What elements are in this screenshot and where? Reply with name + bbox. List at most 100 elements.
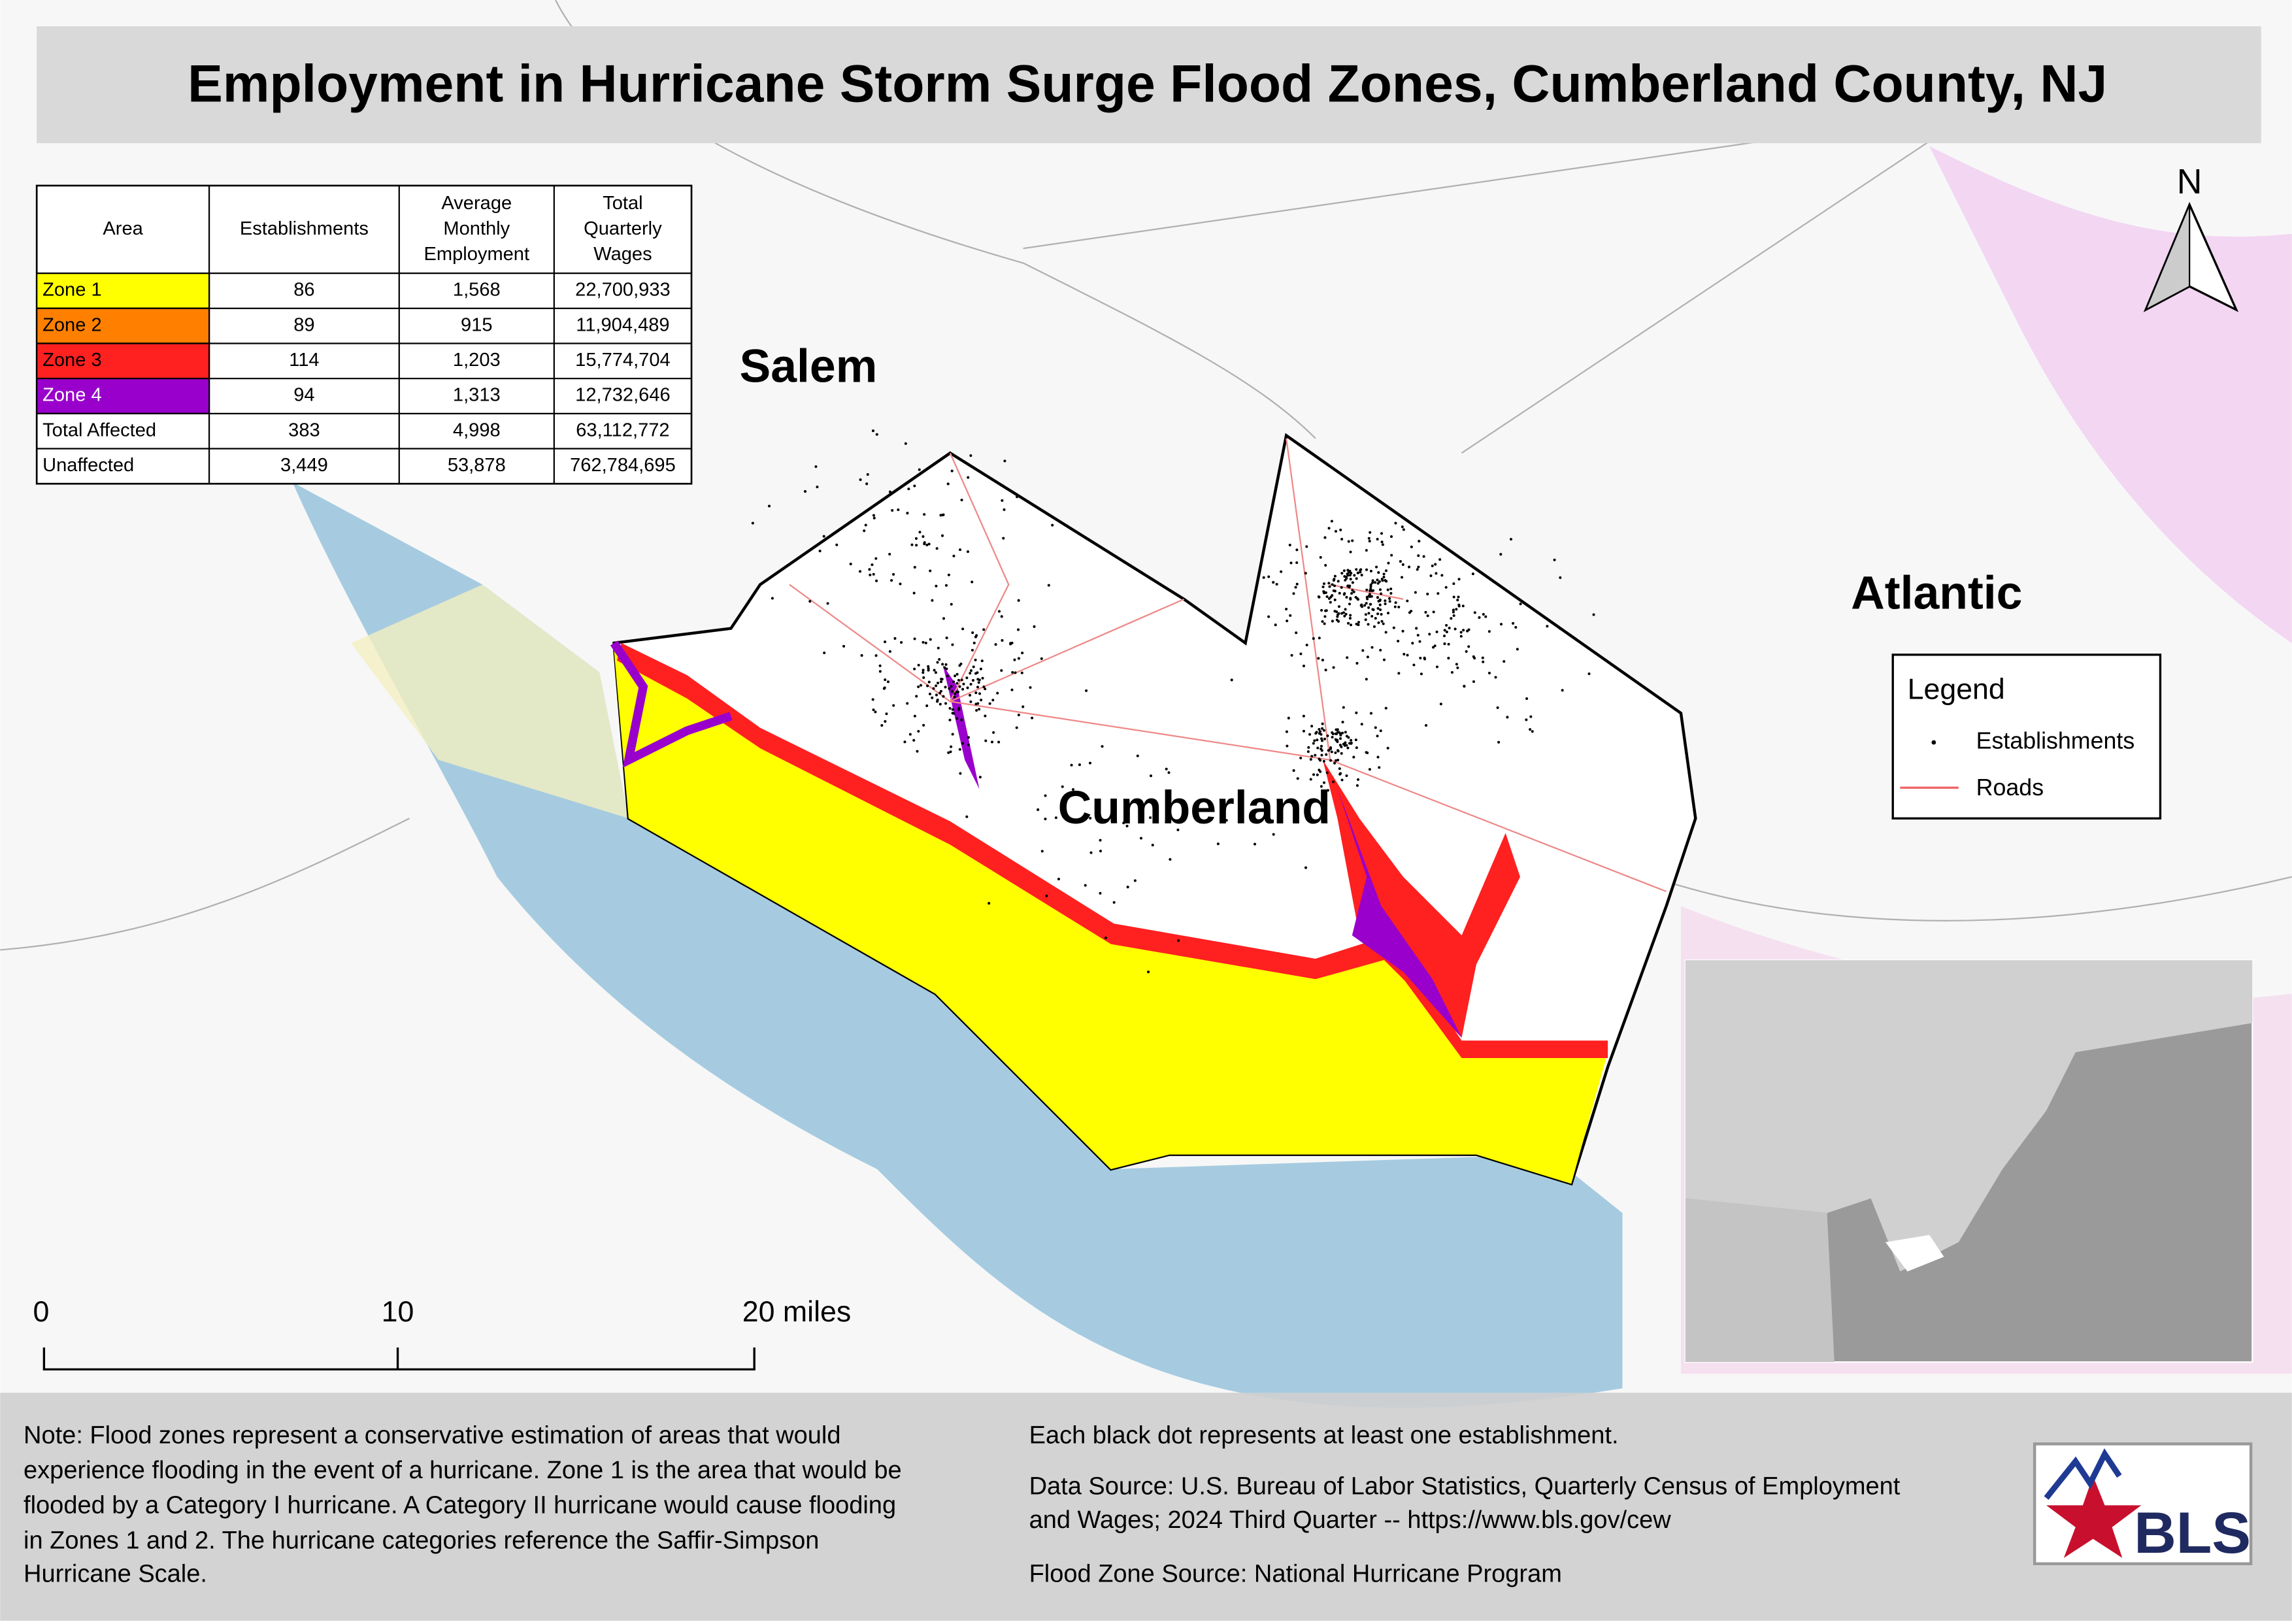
establishment-dot bbox=[998, 610, 1001, 613]
establishment-dot bbox=[1071, 787, 1075, 791]
establishment-dot bbox=[771, 597, 774, 600]
establishment-dot bbox=[961, 688, 965, 691]
establishment-dot bbox=[967, 736, 970, 739]
establishment-dot bbox=[955, 682, 959, 685]
establishment-dot bbox=[1330, 520, 1333, 523]
legend-title: Legend bbox=[1908, 674, 2005, 706]
establishment-dot bbox=[1415, 627, 1418, 630]
establishment-dot bbox=[1351, 581, 1354, 584]
establishment-dot bbox=[1360, 573, 1363, 576]
establishment-dot bbox=[1561, 689, 1564, 692]
establishment-dot bbox=[1367, 623, 1370, 626]
establishment-dot bbox=[1334, 530, 1337, 533]
establishment-dot bbox=[908, 733, 912, 736]
establishment-dot bbox=[890, 579, 893, 582]
establishment-dot bbox=[1516, 648, 1519, 651]
establishment-dot bbox=[960, 718, 963, 721]
establishment-dot bbox=[1267, 615, 1271, 618]
establishment-dot bbox=[1365, 602, 1368, 605]
establishment-dot bbox=[1302, 729, 1305, 733]
establishment-dot bbox=[1372, 608, 1375, 611]
establishment-dot bbox=[958, 664, 961, 667]
establishment-dot bbox=[1423, 656, 1426, 659]
bay-water bbox=[292, 482, 1623, 1408]
establishment-dot bbox=[982, 628, 986, 631]
establishment-dot bbox=[1347, 621, 1350, 625]
establishment-dot bbox=[865, 482, 869, 486]
establishment-dot bbox=[1139, 837, 1143, 840]
establishment-dot bbox=[1478, 616, 1481, 619]
establishment-dot bbox=[1295, 631, 1298, 635]
establishment-dot bbox=[1000, 615, 1003, 618]
establishment-dot bbox=[1346, 656, 1349, 659]
establishment-dot bbox=[1340, 572, 1344, 575]
establishment-dot bbox=[958, 685, 961, 688]
establishment-dot bbox=[1424, 610, 1427, 614]
establishment-dot bbox=[884, 720, 887, 723]
establishment-dot bbox=[967, 476, 970, 479]
establishment-dot bbox=[994, 643, 997, 646]
establishment-dot bbox=[1376, 735, 1379, 738]
establishment-dot bbox=[1371, 581, 1374, 584]
establishment-dot bbox=[1370, 615, 1374, 618]
establishment-dot bbox=[1337, 620, 1340, 623]
establishment-dot bbox=[1456, 666, 1459, 669]
place-label: Cumberland bbox=[1058, 782, 1331, 834]
establishment-dot bbox=[1426, 614, 1429, 618]
establishment-dot bbox=[1275, 582, 1278, 586]
establishment-dot bbox=[1329, 759, 1333, 762]
establishment-dot bbox=[979, 667, 982, 671]
establishment-dot bbox=[1380, 592, 1383, 595]
establishment-dot bbox=[1363, 604, 1367, 607]
establishment-dot bbox=[1009, 642, 1012, 646]
establishment-dot bbox=[962, 682, 965, 686]
establishment-dot bbox=[922, 669, 925, 672]
establishment-dot bbox=[1010, 688, 1014, 691]
establishment-dot bbox=[1422, 555, 1425, 558]
establishment-dot bbox=[1364, 613, 1367, 616]
establishment-dot bbox=[967, 743, 970, 746]
establishment-dot bbox=[1376, 582, 1380, 585]
place-label: Salem bbox=[740, 340, 878, 393]
establishment-dot bbox=[1364, 618, 1367, 621]
establishment-dot bbox=[1295, 582, 1299, 586]
establishment-dot bbox=[1324, 669, 1327, 672]
establishment-dot bbox=[1345, 576, 1348, 580]
establishment-dot bbox=[1333, 761, 1337, 765]
inset-land bbox=[1685, 960, 2253, 1272]
zone-swatch bbox=[36, 273, 210, 309]
establishment-dot bbox=[1314, 754, 1317, 757]
establishment-dot bbox=[957, 678, 960, 682]
establishment-dot bbox=[920, 684, 923, 687]
establishment-dot bbox=[1044, 818, 1047, 821]
table-cell: 63,112,772 bbox=[576, 420, 669, 440]
establishment-dot bbox=[977, 681, 980, 684]
logo-text: BLS bbox=[2134, 1500, 2251, 1565]
establishment-dot bbox=[1344, 608, 1347, 611]
establishment-dot bbox=[1321, 727, 1324, 730]
establishment-dot bbox=[1085, 689, 1088, 692]
establishment-dot bbox=[1378, 766, 1381, 769]
establishment-dot bbox=[1302, 714, 1305, 718]
establishment-dot bbox=[1299, 756, 1303, 759]
establishment-dot bbox=[951, 733, 954, 736]
establishment-dot bbox=[1323, 622, 1326, 625]
establishment-dot bbox=[1355, 746, 1358, 750]
establishment-dot bbox=[1349, 578, 1352, 581]
establishment-dot bbox=[1401, 563, 1404, 566]
establishment-dot bbox=[1320, 785, 1323, 788]
establishment-dot bbox=[1322, 729, 1325, 732]
establishment-dot bbox=[1455, 663, 1458, 666]
establishment-dot bbox=[952, 554, 955, 557]
establishment-dot bbox=[1321, 585, 1325, 588]
establishment-dot bbox=[1525, 718, 1528, 721]
establishment-dot bbox=[1457, 595, 1460, 599]
establishment-dot bbox=[871, 698, 874, 701]
table-cell: 86 bbox=[293, 280, 314, 301]
establishment-dot bbox=[1288, 544, 1291, 547]
establishment-dot bbox=[907, 488, 910, 491]
establishment-dot bbox=[976, 686, 980, 689]
flood-zone-1 bbox=[614, 650, 1608, 1184]
legend-box bbox=[1891, 654, 2162, 820]
